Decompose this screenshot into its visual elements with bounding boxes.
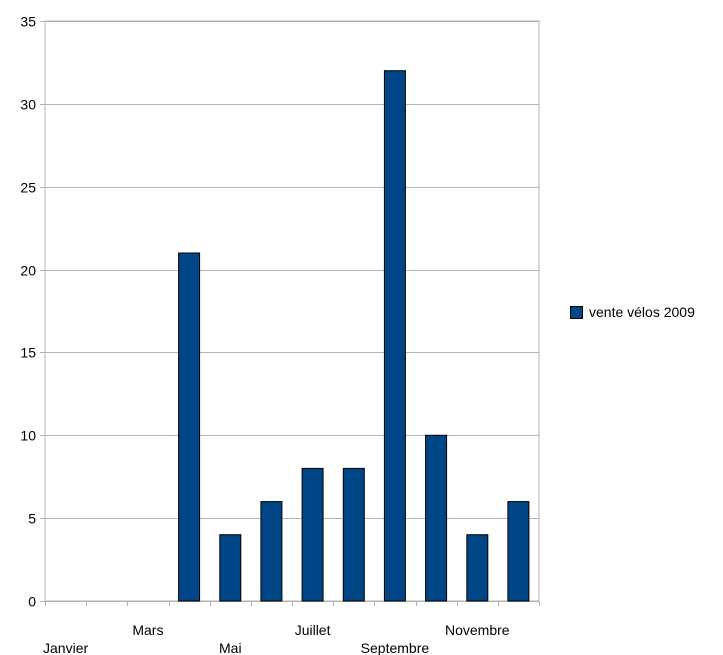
x-tick-label: Novembre [445,622,510,638]
bar-décembre [507,501,530,602]
gridlines [44,20,540,602]
bar-avril [178,252,201,602]
bar-juin [260,501,283,602]
y-tick-label: 25 [20,180,36,196]
axes [40,21,540,606]
y-tick-label: 10 [20,428,36,444]
y-tick-label: 30 [20,97,36,113]
y-tick-label: 0 [28,594,36,610]
bar-novembre [466,534,489,602]
y-tick-label: 20 [20,263,36,279]
legend-swatch [570,305,583,319]
x-tick-label: Janvier [43,640,88,655]
bars [178,70,530,602]
y-tick-label: 35 [20,14,36,30]
bar-juillet [301,467,324,602]
tick-labels: 0 5 10 15 20 25 30 35 Janvier Mars Mai Juillet Septe… [20,14,509,655]
plot-area [44,20,540,602]
x-tick-label: Juillet [295,622,331,638]
legend: vente vélos 2009 [570,304,695,320]
legend-label: vente vélos 2009 [589,304,695,320]
x-tick-label: Septembre [361,640,430,655]
x-tick-label: Mars [132,622,163,638]
y-tick-label: 5 [28,511,36,527]
bar-août [342,467,365,602]
x-tick-label: Mai [219,640,242,655]
bar-mai [219,534,242,602]
bar-septembre [383,70,406,602]
bar-octobre [425,434,448,602]
y-tick-label: 15 [20,345,36,361]
